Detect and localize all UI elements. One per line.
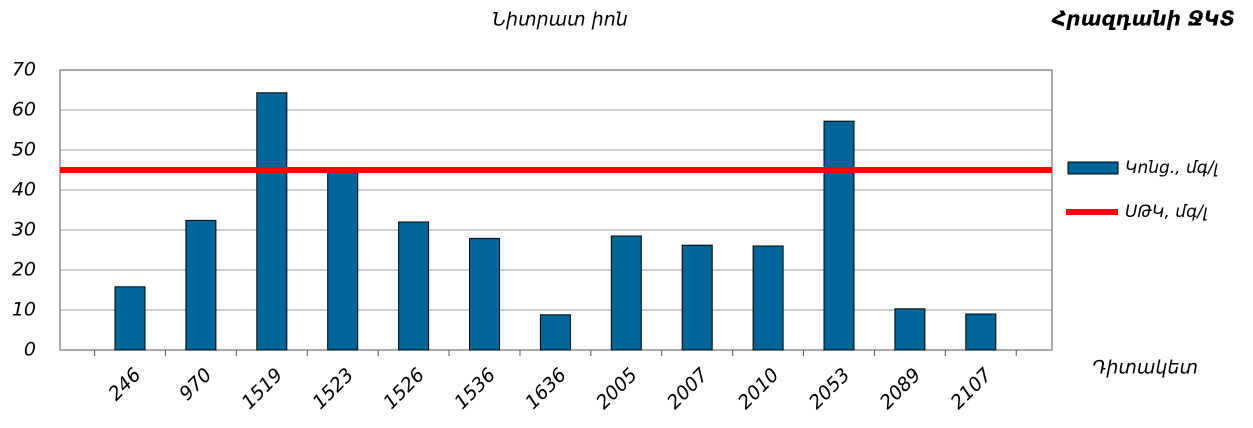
chart-subtitle: Հրազդանի ՋԿՏ xyxy=(1051,7,1235,31)
x-tick-label: 1519 xyxy=(237,364,287,414)
y-tick-label: 0 xyxy=(24,339,36,361)
bar xyxy=(823,120,855,351)
x-tick-label: 1636 xyxy=(521,364,571,414)
x-tick-label: 2005 xyxy=(592,364,642,414)
y-tick-label: 10 xyxy=(12,299,36,321)
chart-title: Նիտրատ իոն xyxy=(492,9,628,31)
x-axis-label: Դիտակետ xyxy=(1092,357,1198,379)
x-tick-label: 970 xyxy=(175,364,216,405)
y-tick-label: 40 xyxy=(12,179,36,201)
bar xyxy=(894,308,926,351)
bar xyxy=(681,244,713,351)
x-tick-label: 2053 xyxy=(805,364,855,414)
y-tick-label: 70 xyxy=(12,59,36,81)
legend-swatch xyxy=(1067,161,1119,175)
bar xyxy=(256,92,288,351)
bar xyxy=(965,313,997,351)
bar xyxy=(185,219,217,351)
legend-label: Կոնց., մգ/լ xyxy=(1125,158,1218,178)
bar xyxy=(114,286,146,351)
y-tick-label: 20 xyxy=(12,259,36,281)
y-tick-label: 60 xyxy=(12,99,36,121)
x-tick-label: 2089 xyxy=(876,364,926,414)
bar xyxy=(610,235,642,351)
bar xyxy=(327,167,359,351)
x-tick-label: 1536 xyxy=(450,364,500,414)
x-tick-label: 2007 xyxy=(663,364,713,414)
bar xyxy=(539,314,571,351)
bar xyxy=(469,237,500,351)
bar xyxy=(752,245,784,351)
y-tick-label: 30 xyxy=(12,219,36,241)
y-tick-label: 50 xyxy=(12,139,36,161)
x-tick-label: 246 xyxy=(104,364,145,405)
x-tick-label: 1526 xyxy=(379,364,429,414)
x-tick-label: 2010 xyxy=(734,364,784,414)
x-tick-label: 2107 xyxy=(946,364,996,414)
legend-label: ՍԹԿ, մգ/լ xyxy=(1125,202,1208,222)
bar xyxy=(398,221,430,351)
x-tick-label: 1523 xyxy=(308,364,358,414)
